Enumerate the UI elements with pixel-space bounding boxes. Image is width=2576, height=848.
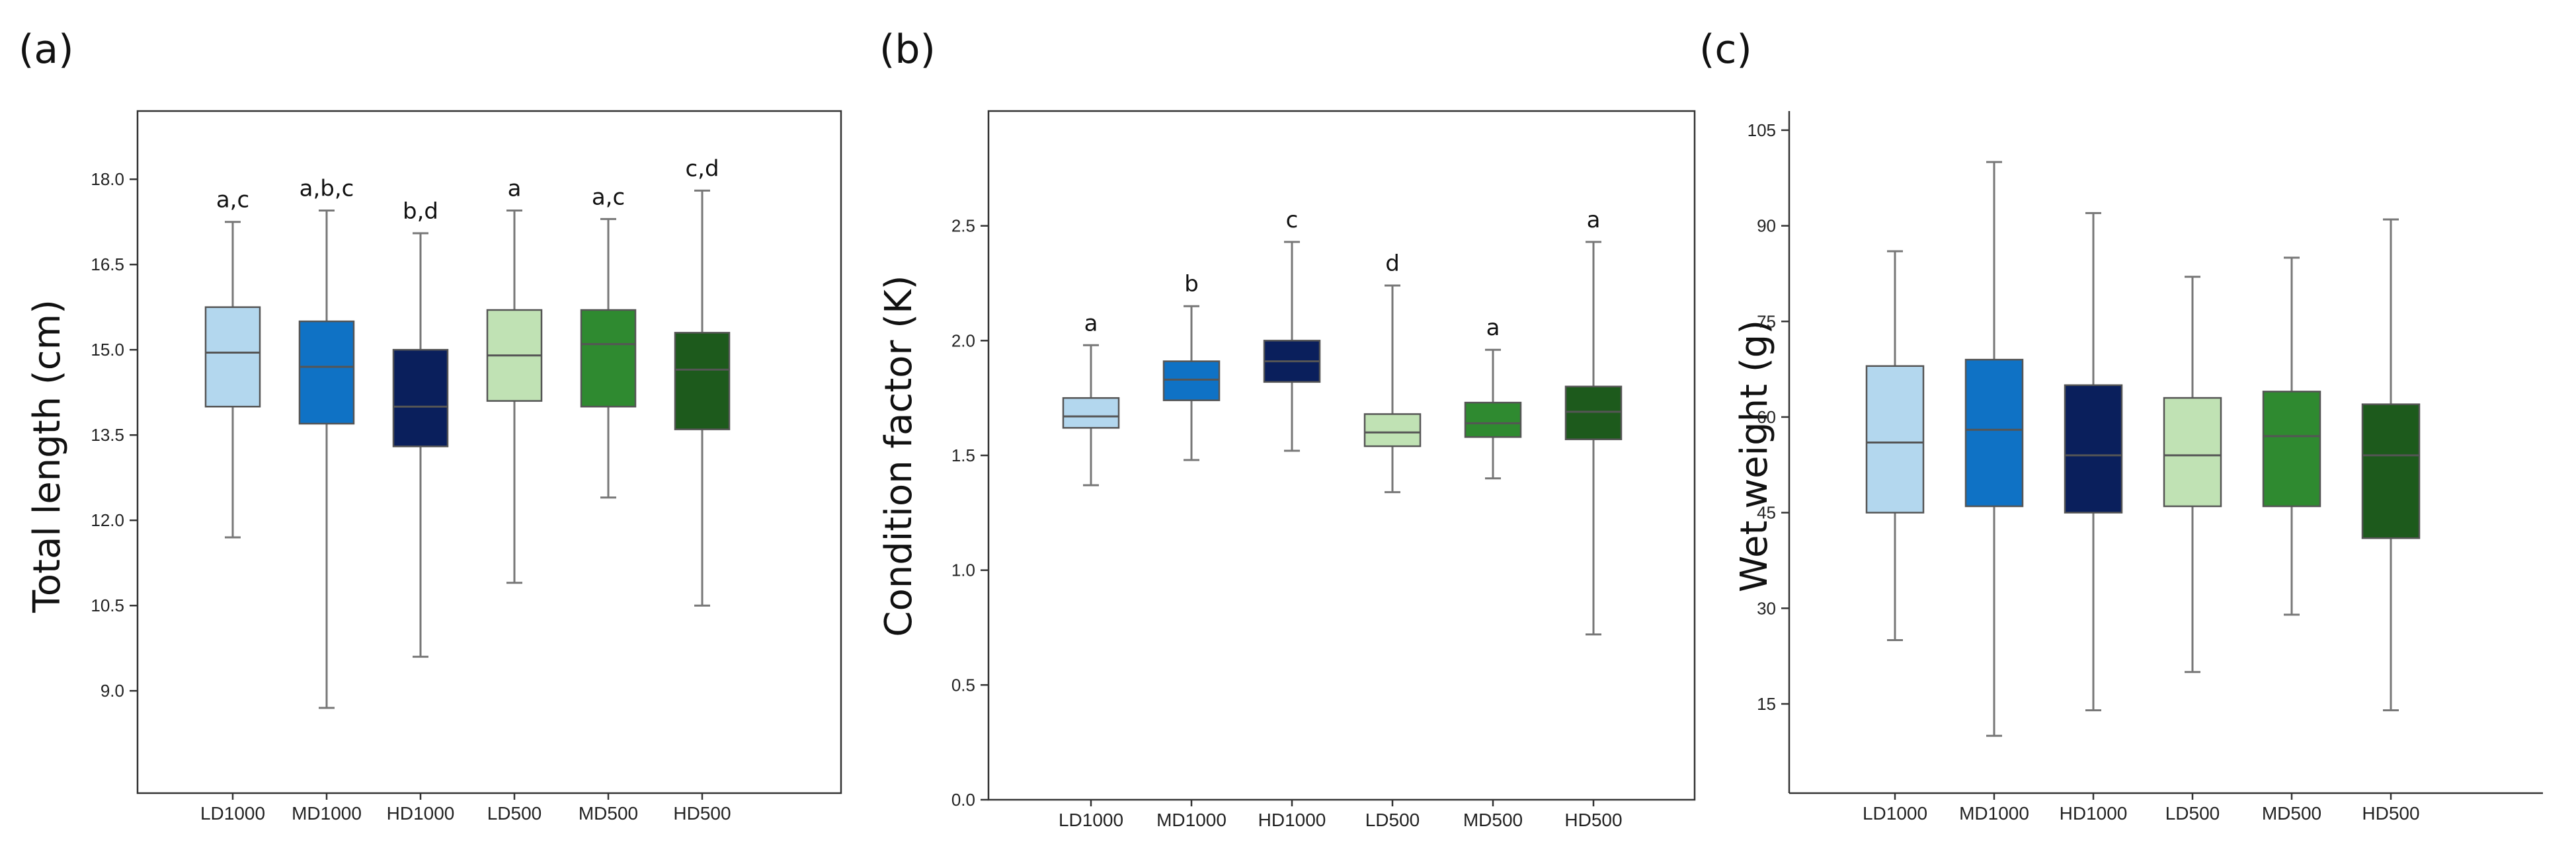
panel-label: (c) (1699, 26, 1752, 73)
x-tick-label: MD500 (579, 803, 638, 824)
y-tick-label: 13.5 (91, 425, 124, 445)
x-tick-label: LD500 (1365, 810, 1420, 830)
x-tick-label: HD500 (673, 803, 731, 824)
significance-letter: a (1084, 310, 1098, 336)
x-tick-label: LD1000 (200, 803, 265, 824)
x-tick-label: MD1000 (1959, 803, 2029, 824)
box-md500 (1464, 401, 1522, 438)
x-tick-label: HD1000 (2060, 803, 2128, 824)
y-axis-label: Condition factor (K) (877, 275, 920, 636)
box-ld1000 (204, 306, 261, 408)
y-tick-label: 1.5 (951, 445, 975, 465)
plot-frame (136, 110, 842, 794)
y-tick-label: 15 (1757, 694, 1776, 714)
box-md1000 (1162, 360, 1221, 401)
x-tick-label: LD1000 (1059, 810, 1123, 830)
panel-c: (c) Wet weight (g) 15 30 45 60 75 90 105 LD1000 MD… (1699, 26, 2543, 824)
panel-a: (a) Total length (cm) 9.0 10.5 12.0 13.5 15.0 1… (19, 26, 842, 824)
significance-letter: b,d (403, 198, 438, 225)
significance-letter: b (1184, 271, 1199, 297)
y-axis-label: Wet weight (g) (1733, 320, 1776, 592)
x-tick-label: HD1000 (387, 803, 455, 824)
box-hd500 (674, 332, 731, 430)
significance-letter: a,c (216, 187, 249, 213)
y-axis-label: Total length (cm) (26, 299, 69, 613)
significance-letter: a (1486, 315, 1500, 341)
y-tick-label: 10.5 (91, 596, 124, 615)
y-tick-label: 90 (1757, 216, 1776, 236)
y-tick-label: 30 (1757, 598, 1776, 618)
x-tick-label: LD500 (2165, 803, 2220, 824)
box-ld500 (2163, 397, 2222, 508)
x-tick-label: MD1000 (292, 803, 362, 824)
x-tick-label: HD500 (1564, 810, 1622, 830)
y-tick-label: 18.0 (91, 169, 124, 189)
panel-label: (b) (879, 26, 936, 73)
panel-label: (a) (19, 26, 74, 73)
y-tick-label: 0.0 (951, 790, 975, 810)
y-tick-label: 16.5 (91, 254, 124, 274)
x-tick-label: MD500 (2262, 803, 2321, 824)
significance-letter: a (1587, 207, 1601, 233)
box-hd1000 (392, 348, 449, 447)
y-tick-label: 2.5 (951, 216, 975, 236)
y-tick-label: 15.0 (91, 340, 124, 360)
box-hd1000 (2064, 384, 2123, 514)
box-ld1000 (1865, 365, 1925, 514)
x-tick-label: LD500 (487, 803, 542, 824)
x-tick-label: HD500 (2362, 803, 2419, 824)
y-tick-label: 75 (1757, 311, 1776, 331)
box-md500 (580, 309, 637, 408)
box-md1000 (1964, 358, 2024, 508)
y-tick-label: 105 (1748, 120, 1776, 140)
box-ld500 (1363, 413, 1422, 447)
significance-letter: c,d (685, 155, 719, 182)
significance-letter: c (1286, 207, 1299, 233)
box-ld1000 (1062, 397, 1120, 429)
significance-letter: a,b,c (300, 176, 354, 202)
y-tick-label: 2.0 (951, 330, 975, 350)
significance-letter: a,c (592, 184, 625, 210)
x-tick-label: MD1000 (1156, 810, 1227, 830)
y-tick-label: 60 (1757, 407, 1776, 427)
box-hd500 (2361, 403, 2421, 539)
y-tick-label: 9.0 (101, 681, 124, 701)
box-hd500 (1564, 385, 1623, 440)
significance-letter: a (508, 176, 522, 202)
y-tick-label: 0.5 (951, 675, 975, 695)
panel-b: (b) Condition factor (K) 0.0 0.5 1.0 1.5 2.0 2.… (877, 26, 1696, 830)
box-md1000 (298, 320, 355, 425)
x-tick-label: LD1000 (1863, 803, 1927, 824)
y-tick-label: 12.0 (91, 510, 124, 530)
x-tick-label: HD1000 (1258, 810, 1326, 830)
significance-letter: d (1385, 251, 1400, 277)
box-md500 (2262, 391, 2321, 508)
y-tick-label: 1.0 (951, 560, 975, 580)
x-tick-label: MD500 (1463, 810, 1523, 830)
y-tick-label: 45 (1757, 503, 1776, 523)
